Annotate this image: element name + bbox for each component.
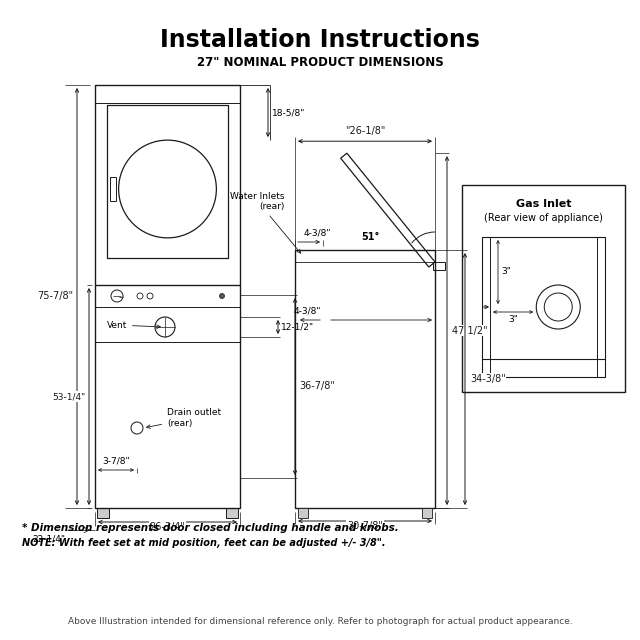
Bar xyxy=(295,250,435,508)
Bar xyxy=(482,237,605,377)
Text: 12-1/2": 12-1/2" xyxy=(281,323,314,332)
Text: 30-7/8": 30-7/8" xyxy=(347,521,383,531)
Bar xyxy=(107,105,228,258)
Text: Installation Instructions: Installation Instructions xyxy=(160,28,480,52)
Text: NOTE: With feet set at mid position, feet can be adjusted +/- 3/8".: NOTE: With feet set at mid position, fee… xyxy=(22,538,386,548)
Text: 3": 3" xyxy=(501,268,511,276)
Bar xyxy=(95,85,240,508)
Text: 53-1/4": 53-1/4" xyxy=(52,392,86,401)
Text: 4-3/8": 4-3/8" xyxy=(303,229,331,238)
Text: * Dimension represents door closed including handle and knobs.: * Dimension represents door closed inclu… xyxy=(22,523,399,533)
Bar xyxy=(226,508,238,518)
Text: 18-5/8": 18-5/8" xyxy=(272,108,305,117)
Bar xyxy=(433,262,445,270)
Text: Drain outlet
(rear): Drain outlet (rear) xyxy=(147,408,221,428)
Text: Gas Inlet: Gas Inlet xyxy=(516,199,572,209)
Text: 34-3/8": 34-3/8" xyxy=(470,374,506,384)
Text: 47 1/2": 47 1/2" xyxy=(452,326,488,335)
Bar xyxy=(97,508,109,518)
Text: 36-7/8": 36-7/8" xyxy=(299,381,335,392)
Bar xyxy=(110,177,116,201)
Text: 75-7/8": 75-7/8" xyxy=(37,291,73,301)
Bar xyxy=(422,508,432,518)
Circle shape xyxy=(220,294,225,298)
Text: Water Inlets
(rear): Water Inlets (rear) xyxy=(230,191,301,253)
Text: (Rear view of appliance): (Rear view of appliance) xyxy=(484,213,603,223)
Text: 22-1/4": 22-1/4" xyxy=(32,534,65,543)
Text: 27" NOMINAL PRODUCT DIMENSIONS: 27" NOMINAL PRODUCT DIMENSIONS xyxy=(196,56,444,68)
Text: Above Illustration intended for dimensional reference only. Refer to photograph : Above Illustration intended for dimensio… xyxy=(68,618,572,627)
Text: Vent: Vent xyxy=(107,321,160,330)
Text: 3-7/8": 3-7/8" xyxy=(102,457,130,466)
Text: 3": 3" xyxy=(508,315,518,324)
Text: 4-3/8": 4-3/8" xyxy=(294,306,321,315)
Text: "26-1/8": "26-1/8" xyxy=(345,126,385,136)
Text: 26-3/4": 26-3/4" xyxy=(150,522,186,532)
Bar xyxy=(298,508,308,518)
Text: 51°: 51° xyxy=(362,232,380,242)
Bar xyxy=(462,185,625,392)
